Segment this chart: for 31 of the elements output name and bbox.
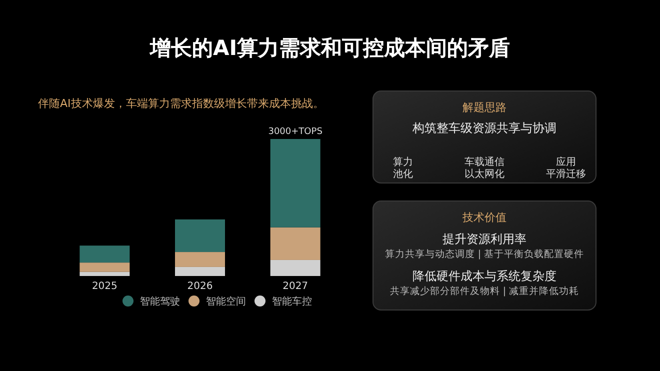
bar [80, 262, 130, 272]
text: 构筑整车级资源共享与协调 [412, 121, 556, 135]
bar [270, 260, 320, 276]
bar [175, 219, 225, 252]
bar [270, 227, 320, 260]
text: 应用 [556, 156, 576, 168]
annotation: 3000+TOPS [268, 127, 323, 137]
chart-subtitle: 伴随AI技术爆发，车端算力需求指数级增长带来成本挑战。 [38, 97, 324, 110]
text: 池化 [393, 168, 413, 180]
bar [270, 139, 320, 228]
text: 以太网化 [464, 168, 504, 180]
x-tick-label: 2027 [282, 281, 308, 292]
x-tick-label: 2025 [92, 281, 118, 292]
text: 算力 [393, 156, 413, 168]
text: 共享减少部分部件及物料 | 减重并降低功耗 [390, 285, 580, 297]
bar [80, 246, 130, 263]
text: 降低硬件成本与系统复杂度 [412, 269, 556, 283]
text: 解题思路 [462, 101, 506, 114]
bar [175, 252, 225, 267]
text: 车载通信 [464, 156, 504, 168]
text: 提升资源利用率 [442, 232, 526, 246]
legend-label: 智能车控 [272, 296, 312, 308]
chart-title: 增长的AI算力需求和可控成本间的矛盾 [148, 36, 510, 60]
bar [175, 266, 225, 276]
bar [80, 272, 130, 276]
text: 平滑迁移 [546, 168, 586, 180]
x-tick-label: 2026 [187, 281, 213, 292]
text: 技术价值 [462, 211, 506, 224]
text: 算力共享与动态调度 | 基于平衡负载配置硬件 [384, 248, 584, 260]
legend-label: 智能空间 [206, 296, 246, 308]
legend-label: 智能驾驶 [140, 296, 180, 308]
